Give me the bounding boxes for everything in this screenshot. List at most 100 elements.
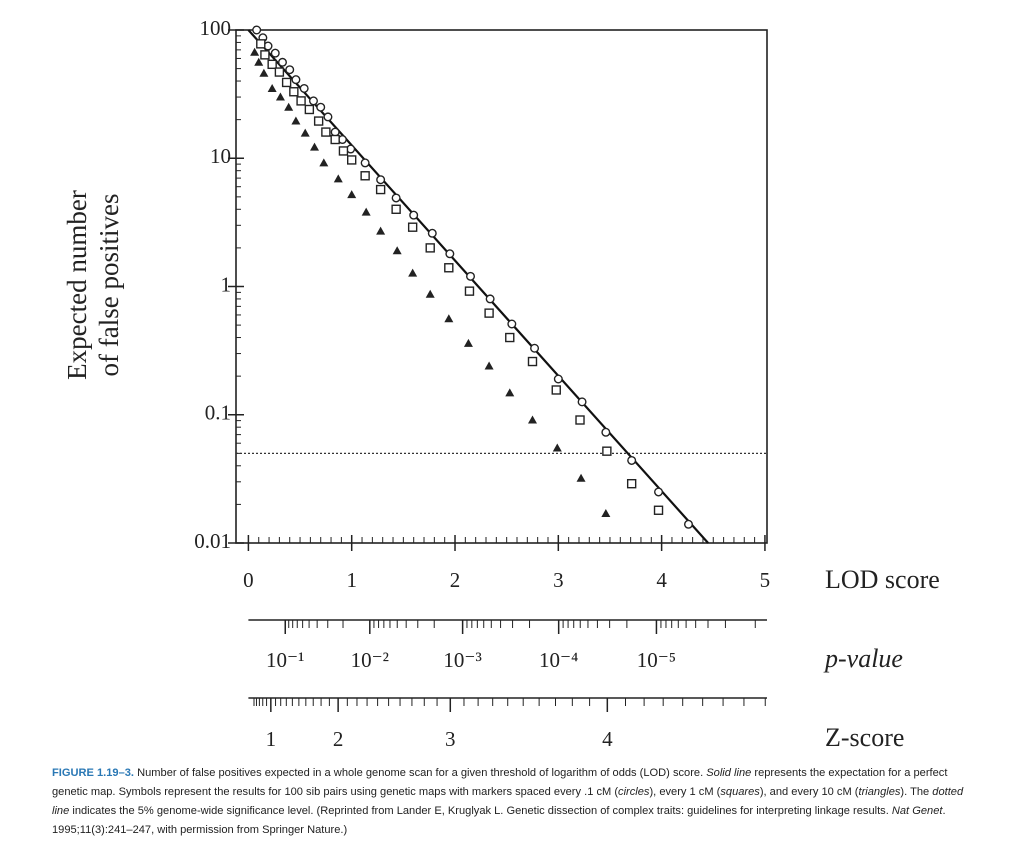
square-marker: [313, 116, 324, 126]
square-marker: [575, 415, 585, 425]
square-marker: [375, 184, 386, 195]
square-marker: [602, 446, 612, 456]
circle-marker: [553, 374, 563, 384]
y-axis-title: of false positives: [94, 194, 124, 377]
circle-marker: [252, 25, 262, 35]
x-tick-label: 4: [656, 568, 667, 592]
square-marker: [391, 204, 401, 214]
figure: LOD score p-value Z-score Expected numbe…: [62, 16, 940, 752]
caption-text: . 1995;11(3):241–247, with permission fr…: [52, 805, 946, 836]
square-marker: [626, 478, 637, 489]
triangle-marker: [300, 128, 310, 137]
square-marker: [274, 67, 285, 77]
y-tick-label: 10: [210, 144, 231, 168]
square-marker: [347, 155, 357, 165]
circle-marker: [323, 112, 333, 122]
triangle-marker: [392, 246, 402, 255]
y-tick-label: 0.01: [194, 529, 231, 553]
square-marker: [484, 308, 494, 318]
circle-marker: [316, 102, 326, 112]
triangle-marker: [444, 314, 454, 323]
circle-marker: [577, 397, 587, 407]
circle-marker: [485, 294, 495, 304]
square-marker: [330, 134, 340, 145]
square-marker: [505, 332, 515, 343]
triangle-marker: [376, 226, 386, 235]
triangle-marker: [275, 92, 285, 101]
square-marker: [321, 127, 331, 137]
triangle-marker: [552, 443, 562, 452]
square-marker: [551, 385, 561, 395]
plot-frame: [235, 29, 768, 544]
triangle-marker: [310, 142, 320, 151]
z-axis-title: Z-score: [825, 723, 904, 752]
caption-text: Nat Genet: [891, 805, 943, 817]
y-tick-label: 1: [221, 272, 232, 296]
circle-marker: [601, 427, 611, 437]
caption-text: circles: [618, 786, 650, 798]
square-marker: [289, 87, 299, 97]
caption-text: triangles: [858, 786, 901, 798]
z_axis-tick-label: 4: [602, 727, 613, 751]
triangle-marker: [484, 361, 494, 370]
square-marker: [444, 263, 454, 273]
square-marker: [256, 39, 266, 49]
caption-text: indicates the 5% genome-wide significanc…: [69, 805, 892, 817]
triangle-marker: [267, 83, 277, 92]
circle-marker: [360, 158, 370, 168]
caption: FIGURE 1.19–3. Number of false positives…: [52, 764, 977, 840]
caption-text: represents the expectation for a perfect…: [52, 767, 948, 798]
circle-marker: [330, 127, 340, 137]
square-marker: [527, 356, 538, 367]
p_axis-tick-label: 10⁻⁴: [539, 648, 578, 672]
square-marker: [304, 104, 315, 115]
square-marker: [407, 222, 418, 232]
square-marker: [281, 77, 292, 88]
y-axis-title: Expected number: [62, 190, 92, 380]
circle-marker: [285, 65, 295, 75]
circle-marker: [654, 487, 664, 497]
circle-marker: [683, 519, 693, 529]
circle-marker: [270, 48, 280, 58]
x-tick-label: 1: [346, 568, 357, 592]
circle-marker: [466, 271, 476, 281]
triangle-marker: [408, 268, 418, 277]
circle-marker: [277, 57, 287, 67]
y-tick-label: 0.1: [205, 401, 231, 425]
z_axis-tick-label: 2: [333, 727, 344, 751]
x-tick-label: 2: [450, 568, 461, 592]
x-tick-label: 0: [243, 568, 254, 592]
square-marker: [425, 243, 435, 253]
circle-marker: [299, 83, 309, 93]
caption-text: dotted line: [52, 786, 964, 817]
z_axis-tick-label: 3: [445, 727, 456, 751]
y-tick-label: 100: [200, 16, 232, 40]
triangle-marker: [319, 158, 329, 167]
caption-label: FIGURE 1.19–3.: [52, 767, 135, 779]
triangle-marker: [527, 415, 537, 424]
circle-marker: [427, 228, 437, 238]
square-marker: [653, 505, 664, 515]
circle-marker: [376, 175, 386, 185]
circle-marker: [627, 455, 637, 465]
triangle-marker: [463, 338, 473, 347]
triangle-marker: [425, 289, 435, 298]
square-marker: [260, 50, 270, 60]
circle-marker: [308, 96, 318, 106]
square-marker: [464, 286, 475, 296]
triangle-marker: [333, 174, 343, 183]
circle-marker: [409, 210, 419, 220]
square-marker: [360, 171, 370, 181]
p_axis-tick-label: 10⁻³: [443, 648, 481, 672]
square-marker: [267, 59, 277, 70]
triangle-marker: [250, 47, 260, 56]
caption-text: ), every 1 cM (: [649, 786, 721, 798]
caption-text: Solid line: [706, 767, 752, 779]
triangle-marker: [361, 207, 371, 216]
p-axis-title: p-value: [823, 644, 903, 673]
triangle-marker: [284, 102, 294, 111]
circle-marker: [291, 75, 301, 85]
caption-text: ), and every 10 cM (: [759, 786, 859, 798]
triangle-marker: [347, 190, 357, 199]
